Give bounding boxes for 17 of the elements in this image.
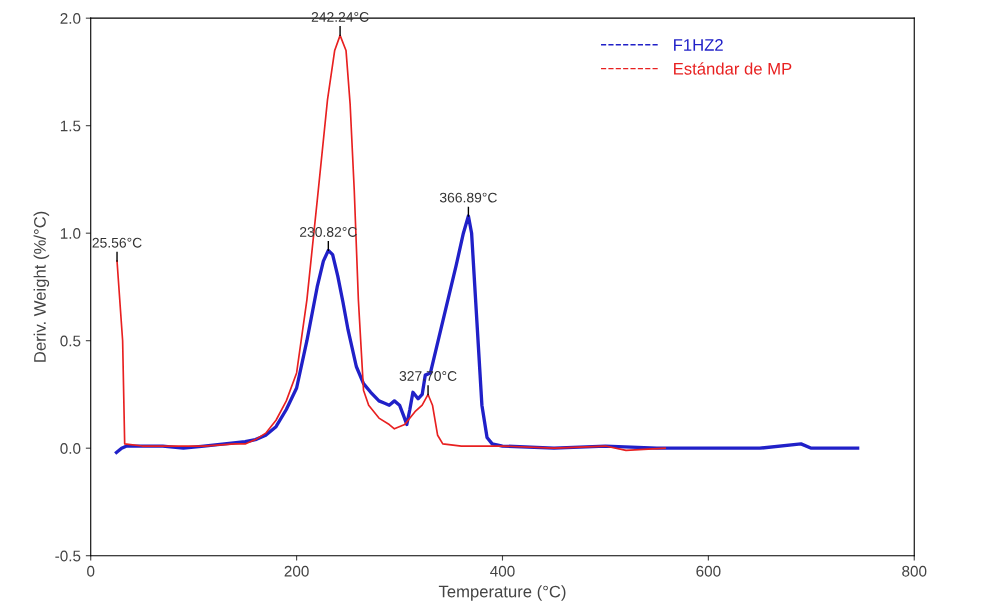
x-tick-label: 200 [284,565,309,577]
y-tick-label: 1.5 [60,120,81,132]
annotation: 25.56°C [92,237,142,248]
x-tick-label: 600 [696,565,721,577]
x-tick-label: 400 [490,565,515,577]
x-tick-label: 800 [902,565,927,577]
legend-label: F1HZ2 [674,39,723,51]
y-tick-label: 0.0 [60,443,81,454]
annotation: 366.89°C [439,192,497,203]
x-tick-label: 0 [87,565,95,577]
x-axis-title: Temperature (°C) [438,585,566,601]
y-tick-label: -0.5 [55,550,81,562]
legend-label: Estándar de MP [674,62,792,75]
y-tick-label: 2.0 [60,13,81,24]
y-tick-label: 0.5 [60,335,81,347]
y-axis-title: Deriv. Weight (%/°C) [33,211,50,362]
y-tick-label: 1.0 [60,228,81,239]
